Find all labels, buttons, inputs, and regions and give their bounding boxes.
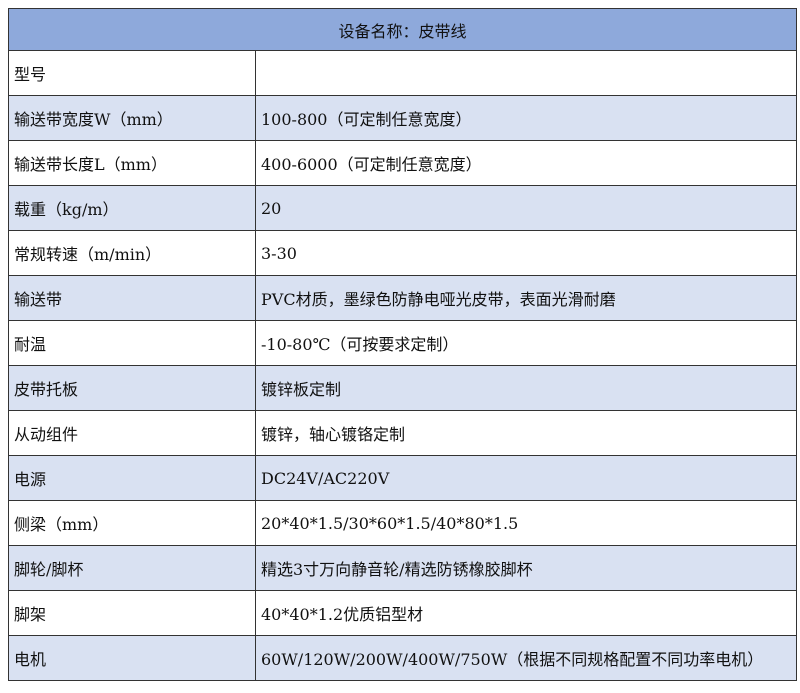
- spec-value: 镀锌板定制: [255, 365, 797, 411]
- spec-value: DC24V/AC220V: [255, 455, 797, 501]
- spec-label: 电源: [8, 455, 256, 501]
- table-row: 侧梁（mm） 20*40*1.5/30*60*1.5/40*80*1.5: [8, 500, 797, 546]
- spec-value: 镀锌，轴心镀铬定制: [255, 410, 797, 456]
- spec-value: [255, 50, 797, 96]
- spec-value: 20*40*1.5/30*60*1.5/40*80*1.5: [255, 500, 797, 546]
- spec-label: 输送带: [8, 275, 256, 321]
- spec-label: 脚架: [8, 590, 256, 636]
- spec-label: 常规转速（m/min）: [8, 230, 256, 276]
- table-row: 输送带 PVC材质，墨绿色防静电哑光皮带，表面光滑耐磨: [8, 275, 797, 321]
- spec-value: 100-800（可定制任意宽度）: [255, 95, 797, 141]
- spec-value: 40*40*1.2优质铝型材: [255, 590, 797, 636]
- table-row: 载重（kg/m） 20: [8, 185, 797, 231]
- spec-label: 型号: [8, 50, 256, 96]
- spec-value: 精选3寸万向静音轮/精选防锈橡胶脚杯: [255, 545, 797, 591]
- spec-table: 设备名称：皮带线 型号 输送带宽度W（mm） 100-800（可定制任意宽度） 输送带…: [8, 8, 797, 681]
- table-row: 脚架 40*40*1.2优质铝型材: [8, 590, 797, 636]
- spec-label: 脚轮/脚杯: [8, 545, 256, 591]
- table-title: 设备名称：皮带线: [8, 8, 797, 51]
- table-row: 耐温 -10-80℃（可按要求定制）: [8, 320, 797, 366]
- spec-value: 400-6000（可定制任意宽度）: [255, 140, 797, 186]
- spec-label: 侧梁（mm）: [8, 500, 256, 546]
- table-row: 常规转速（m/min） 3-30: [8, 230, 797, 276]
- table-row: 输送带长度L（mm） 400-6000（可定制任意宽度）: [8, 140, 797, 186]
- spec-value: 3-30: [255, 230, 797, 276]
- spec-value: 20: [255, 185, 797, 231]
- spec-value: -10-80℃（可按要求定制）: [255, 320, 797, 366]
- table-header-row: 设备名称：皮带线: [8, 8, 797, 51]
- spec-label: 皮带托板: [8, 365, 256, 411]
- spec-label: 耐温: [8, 320, 256, 366]
- table-row: 输送带宽度W（mm） 100-800（可定制任意宽度）: [8, 95, 797, 141]
- spec-label: 从动组件: [8, 410, 256, 456]
- spec-value: PVC材质，墨绿色防静电哑光皮带，表面光滑耐磨: [255, 275, 797, 321]
- table-row: 脚轮/脚杯 精选3寸万向静音轮/精选防锈橡胶脚杯: [8, 545, 797, 591]
- table-row: 电机 60W/120W/200W/400W/750W（根据不同规格配置不同功率电机…: [8, 635, 797, 681]
- spec-label: 电机: [8, 635, 256, 681]
- table-row: 电源 DC24V/AC220V: [8, 455, 797, 501]
- spec-label: 输送带宽度W（mm）: [8, 95, 256, 141]
- table-row: 从动组件 镀锌，轴心镀铬定制: [8, 410, 797, 456]
- spec-label: 载重（kg/m）: [8, 185, 256, 231]
- table-row: 皮带托板 镀锌板定制: [8, 365, 797, 411]
- spec-label: 输送带长度L（mm）: [8, 140, 256, 186]
- spec-value: 60W/120W/200W/400W/750W（根据不同规格配置不同功率电机）: [255, 635, 797, 681]
- table-row: 型号: [8, 50, 797, 96]
